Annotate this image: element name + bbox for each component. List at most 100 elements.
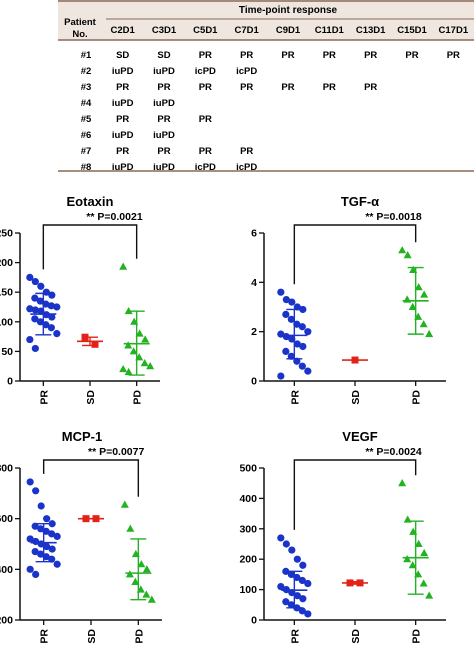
y-tick-label: 250 — [0, 228, 13, 240]
data-point — [282, 310, 290, 318]
data-point — [31, 306, 39, 314]
data-point — [146, 362, 155, 370]
data-point — [37, 550, 45, 558]
y-tick-label: 0 — [251, 615, 257, 627]
x-tick-label: PR — [39, 629, 51, 644]
response-table: Time-point response Patient No. C2D1 C3D1 C5D… — [58, 0, 474, 173]
data-point — [299, 342, 307, 351]
data-point — [124, 367, 133, 376]
table-cell: icPD — [236, 66, 257, 77]
x-tick-label: PR — [38, 390, 50, 405]
data-point — [31, 548, 39, 556]
chart-panel: Eotaxin 0 50 100 150 200 250 PR SD PD ** P=0.0021 — [0, 194, 160, 405]
table-column-header: C7D1 — [235, 25, 260, 36]
y-tick-label: 300 — [239, 523, 257, 535]
y-tick-label: 6 — [251, 228, 257, 240]
chart-title: VEGF — [342, 429, 377, 444]
data-point — [398, 479, 407, 487]
table-cell: PR — [240, 50, 253, 61]
table-column-header: C13D1 — [356, 25, 386, 36]
data-point — [299, 561, 307, 569]
y-tick-label: 400 — [0, 564, 13, 576]
table-cell: icPD — [195, 162, 216, 172]
x-tick-label: SD — [350, 629, 362, 644]
data-point — [135, 329, 144, 337]
data-point — [141, 335, 150, 343]
table-cell: SD — [157, 50, 170, 61]
significance-bracket — [42, 459, 140, 497]
data-point — [282, 347, 290, 355]
table-cell: PR — [364, 82, 377, 93]
p-value-annotation: ** P=0.0018 — [365, 211, 422, 223]
table-cell: icPD — [236, 162, 257, 172]
data-point — [31, 294, 39, 302]
data-point — [47, 324, 55, 332]
table-cell: PR — [199, 82, 212, 93]
data-point — [140, 359, 149, 367]
data-point — [408, 302, 417, 310]
data-point — [420, 548, 429, 557]
data-point — [129, 347, 138, 355]
table-patient-id: #3 — [81, 82, 92, 93]
chart-title: MCP-1 — [62, 429, 102, 444]
x-tick-label: PD — [132, 390, 144, 405]
data-point — [31, 315, 39, 323]
x-tick-label: PR — [289, 390, 301, 405]
data-point — [304, 579, 312, 588]
data-point — [119, 262, 128, 270]
table-patient-id: #7 — [81, 146, 92, 157]
data-point — [36, 318, 44, 326]
data-point — [120, 500, 129, 508]
data-point — [53, 532, 61, 540]
table-cell: PR — [447, 50, 460, 61]
data-point — [37, 282, 45, 290]
data-point — [287, 315, 295, 323]
table-cell: PR — [240, 82, 253, 93]
table-patient-id: #4 — [81, 98, 92, 109]
data-point — [26, 565, 34, 573]
data-point — [287, 601, 295, 609]
data-point — [293, 340, 301, 348]
significance-bracket — [293, 224, 417, 285]
table-cell: PR — [364, 50, 377, 61]
table-cell: iuPD — [153, 98, 175, 109]
data-point — [414, 539, 423, 547]
data-point — [298, 362, 306, 370]
table-cell: PR — [157, 146, 170, 157]
data-point — [304, 610, 312, 618]
y-tick-label: 500 — [239, 463, 257, 475]
data-point — [277, 288, 285, 296]
y-tick-label: 150 — [0, 287, 13, 299]
table-cell: iuPD — [153, 66, 175, 77]
data-point — [48, 520, 56, 528]
data-point — [425, 591, 434, 599]
data-point — [131, 577, 140, 585]
table-column-header: C2D1 — [111, 25, 136, 36]
data-point — [282, 540, 290, 548]
x-tick-label: SD — [86, 629, 98, 644]
data-point — [277, 372, 285, 380]
data-point — [277, 534, 285, 542]
table-patient-id: #2 — [81, 66, 92, 77]
table-cell: PR — [157, 114, 170, 125]
x-tick-label: PR — [289, 629, 301, 644]
data-point — [414, 283, 423, 291]
data-point — [48, 291, 56, 299]
data-point — [32, 487, 40, 495]
chart-title: Eotaxin — [67, 194, 114, 209]
data-point — [48, 530, 56, 538]
data-point — [119, 364, 128, 373]
table-patient-header: Patient — [64, 17, 97, 28]
data-point — [26, 535, 34, 543]
table-cell: iuPD — [153, 162, 175, 172]
data-point — [298, 323, 306, 331]
table-patient-id: #1 — [81, 50, 92, 61]
data-point — [293, 592, 301, 600]
y-tick-label: 4 — [251, 277, 257, 289]
table-column-header: C17D1 — [439, 25, 469, 36]
table-cell: PR — [240, 146, 253, 157]
table-header-bg — [58, 0, 474, 40]
table-column-header: C9D1 — [276, 25, 301, 36]
cytokine-scatter-charts: Eotaxin050100150200250PRSDPD** P=0.0021T… — [0, 194, 446, 644]
